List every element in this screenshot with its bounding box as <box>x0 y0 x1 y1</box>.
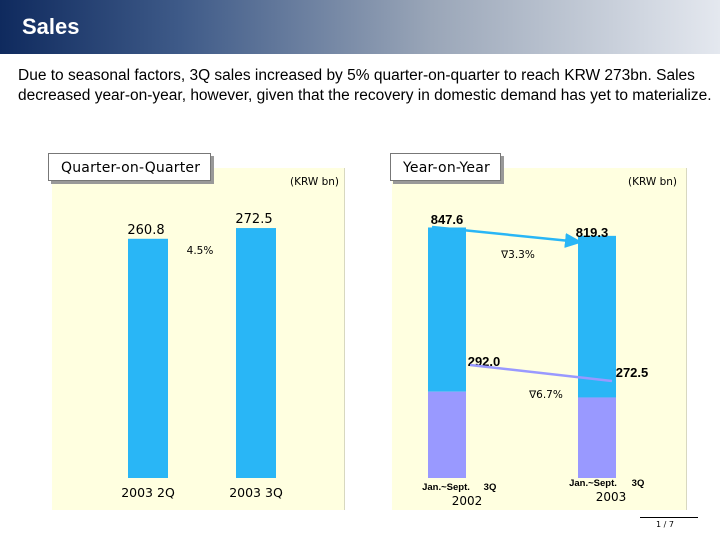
yoy-3q-change-label: ∇6.7% <box>528 389 563 401</box>
yoy-total-trend-arrow <box>431 225 583 248</box>
yoy-category-period-2: Jan.~Sept. <box>569 478 617 489</box>
yoy-chart-title: Year-on-Year <box>390 153 501 181</box>
qoq-value-label-1: 260.8 <box>127 223 164 238</box>
qoq-chart-title: Quarter-on-Quarter <box>48 153 212 181</box>
yoy-bar-total-2 <box>578 235 616 398</box>
yoy-total-label-2: 819.3 <box>576 225 609 240</box>
yoy-unit-label: (KRW bn) <box>628 176 677 188</box>
qoq-category-label-2: 2003 3Q <box>229 485 283 500</box>
page-number-rule <box>640 517 698 518</box>
intro-text: Due to seasonal factors, 3Q sales increa… <box>18 67 712 104</box>
qoq-change-label: 4.5% <box>187 245 214 257</box>
qoq-bar-1 <box>128 238 168 478</box>
qoq-unit-label: (KRW bn) <box>290 176 339 188</box>
title-bar: Sales <box>0 0 720 54</box>
yoy-bar-total-1 <box>428 227 466 392</box>
qoq-category-label-1: 2003 2Q <box>121 485 175 500</box>
qoq-value-label-2: 272.5 <box>235 212 272 227</box>
yoy-category-period-1: Jan.~Sept. <box>422 482 470 493</box>
yoy-3q-label-2: 272.5 <box>616 365 649 380</box>
yoy-category-quarter-2: 3Q <box>632 478 645 489</box>
yoy-bar-3q-1 <box>428 391 466 478</box>
yoy-category-quarter-1: 3Q <box>484 482 497 493</box>
yoy-category-year-2: 2003 <box>596 490 627 504</box>
yoy-total-label-1: 847.6 <box>431 212 464 227</box>
page-title: Sales <box>22 14 80 39</box>
page-number: 1 / 7 <box>656 520 674 529</box>
qoq-bar-2 <box>236 228 276 478</box>
yoy-3q-trend-line <box>469 363 613 383</box>
yoy-bar-3q-2 <box>578 397 616 478</box>
yoy-category-year-1: 2002 <box>452 494 483 508</box>
qoq-chart-panel <box>52 168 345 510</box>
yoy-total-change-label: ∇3.3% <box>500 249 535 261</box>
